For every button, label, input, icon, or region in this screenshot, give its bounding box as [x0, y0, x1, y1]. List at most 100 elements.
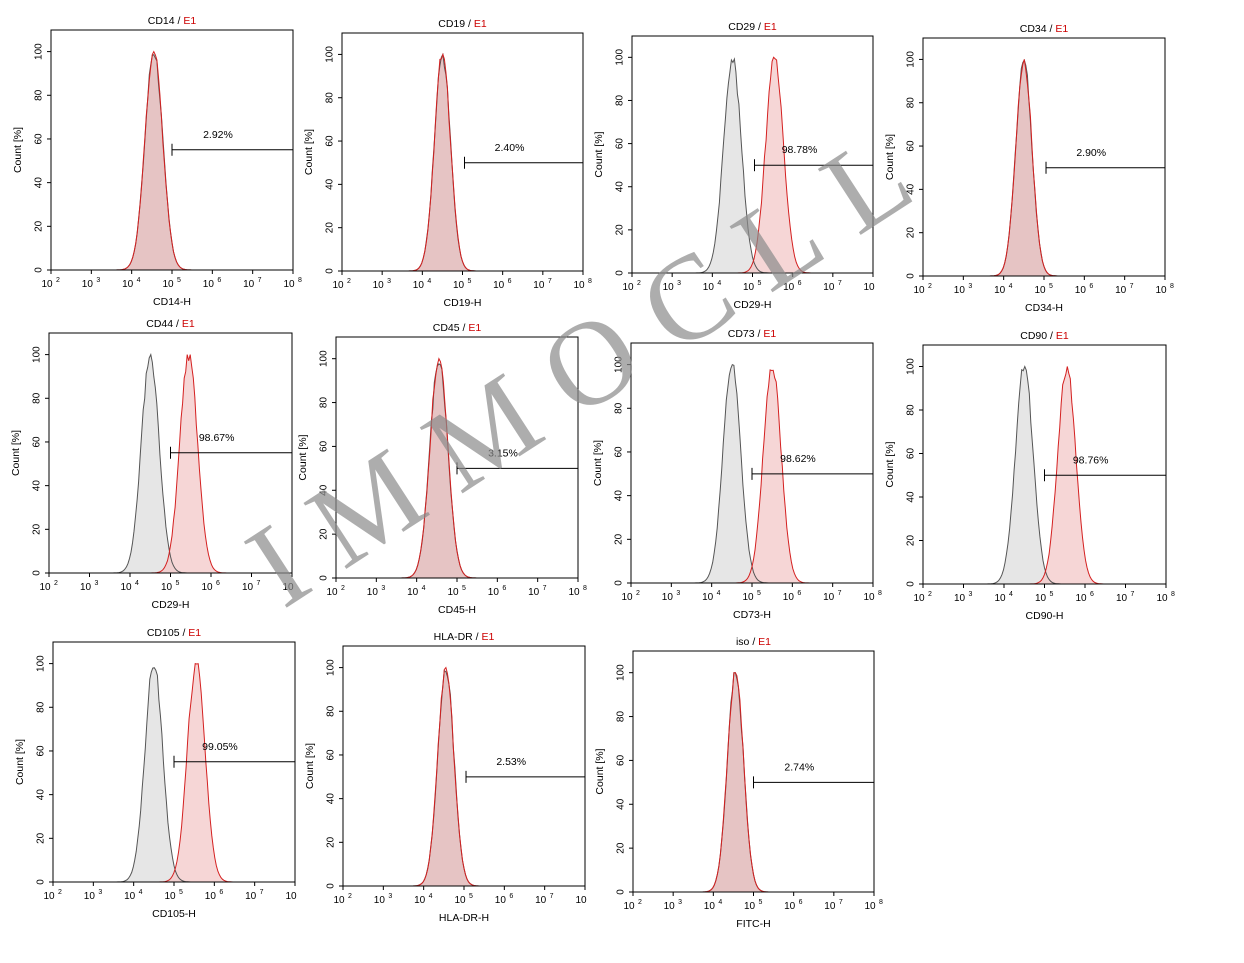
y-tick-label: 40	[615, 181, 626, 193]
isotype-line	[53, 667, 295, 883]
x-tick-exponent: 3	[381, 585, 385, 592]
sample-line	[53, 662, 295, 883]
plot-frame	[341, 32, 584, 272]
y-tick-label: 60	[616, 754, 627, 766]
x-tick-exponent: 4	[137, 277, 141, 284]
y-tick-label: 80	[319, 397, 330, 409]
x-tick-label: 10	[447, 587, 459, 598]
x-tick-exponent: 3	[676, 590, 680, 597]
x-axis-label: CD90-H	[1026, 610, 1064, 622]
x-tick-exponent: 5	[176, 580, 180, 587]
y-tick-label: 20	[615, 224, 626, 236]
y-tick-label: 60	[906, 448, 917, 460]
x-tick-exponent: 6	[509, 893, 513, 900]
x-tick-exponent: 3	[968, 283, 972, 290]
gate-percentage: 2.92%	[203, 129, 233, 141]
panel-title-separator: /	[755, 21, 764, 33]
plot-frame	[630, 342, 874, 584]
panel-title-separator: /	[755, 328, 764, 340]
y-tick-label: 100	[906, 51, 917, 68]
x-tick-exponent: 7	[1130, 283, 1134, 290]
x-tick-exponent: 3	[677, 280, 681, 287]
panel-title-sample: E1	[763, 328, 776, 340]
x-tick-label: 10	[367, 587, 379, 598]
x-tick-exponent: 7	[838, 280, 842, 287]
x-tick-label: 10	[664, 901, 676, 912]
histogram-fill	[51, 54, 293, 271]
panel-title-sample: E1	[188, 627, 201, 639]
x-tick-exponent: 3	[678, 899, 682, 906]
x-tick-label: 10	[374, 895, 386, 906]
y-axis-label: Count [%]	[592, 440, 604, 486]
x-tick-label: 10	[863, 592, 875, 603]
panel-title-marker: CD34	[1020, 23, 1047, 35]
y-axis-label: Count [%]	[884, 134, 896, 180]
x-tick-label: 10	[373, 280, 385, 291]
y-tick-label: 0	[616, 889, 627, 895]
y-tick-label: 60	[325, 135, 336, 147]
x-tick-label: 10	[1116, 593, 1128, 604]
x-tick-exponent: 5	[468, 278, 472, 285]
y-tick-label: 0	[34, 267, 45, 273]
x-tick-label: 10	[243, 279, 255, 290]
plot-frame	[632, 650, 875, 893]
x-tick-label: 10	[332, 280, 344, 291]
x-tick-label: 10	[495, 895, 507, 906]
sample-line	[51, 50, 293, 271]
x-tick-label: 10	[994, 593, 1006, 604]
x-tick-exponent: 5	[462, 585, 466, 592]
y-tick-label: 100	[616, 664, 627, 681]
plot-frame	[342, 645, 586, 887]
x-tick-exponent: 6	[219, 889, 223, 896]
x-tick-exponent: 7	[260, 889, 264, 896]
panel-title-marker: CD14	[148, 15, 175, 27]
x-tick-label: 10	[623, 901, 635, 912]
y-tick-label: 60	[319, 440, 330, 452]
panel-title-separator: /	[465, 18, 474, 30]
sample-fill	[49, 354, 292, 573]
panel-title: CD45 / E1	[433, 322, 482, 334]
x-tick-label: 10	[454, 895, 466, 906]
x-tick-exponent: 3	[98, 889, 102, 896]
gate-percentage: 2.90%	[1076, 147, 1106, 159]
y-tick-label: 20	[906, 227, 917, 239]
x-tick-exponent: 4	[135, 580, 139, 587]
x-tick-exponent: 6	[216, 580, 220, 587]
panel-title-separator: /	[1047, 23, 1056, 35]
panel-title-sample: E1	[764, 21, 777, 33]
x-tick-exponent: 6	[1090, 591, 1094, 598]
x-tick-exponent: 4	[139, 889, 143, 896]
y-tick-label: 60	[906, 140, 917, 152]
panel-title-sample: E1	[474, 18, 487, 30]
y-tick-label: 100	[32, 346, 43, 363]
panel-title-marker: CD45	[433, 322, 460, 334]
x-tick-exponent: 6	[508, 278, 512, 285]
x-tick-exponent: 7	[258, 277, 262, 284]
y-tick-label: 40	[326, 793, 337, 805]
x-tick-exponent: 5	[1050, 591, 1054, 598]
x-axis-label: CD45-H	[438, 604, 476, 616]
y-tick-label: 0	[906, 273, 917, 279]
panel-title: CD29 / E1	[728, 21, 777, 33]
x-tick-label: 10	[242, 582, 254, 593]
x-tick-exponent: 8	[298, 277, 302, 284]
panel-title-marker: CD105	[147, 627, 180, 639]
x-tick-exponent: 3	[969, 591, 973, 598]
x-tick-exponent: 2	[636, 590, 640, 597]
x-tick-exponent: 2	[928, 283, 932, 290]
x-tick-label: 10	[535, 895, 547, 906]
panel-title-sample: E1	[468, 322, 481, 334]
y-tick-label: 60	[36, 745, 47, 757]
y-axis-label: Count [%]	[14, 739, 26, 785]
y-tick-label: 20	[32, 523, 43, 535]
x-tick-exponent: 3	[95, 580, 99, 587]
x-tick-label: 10	[1115, 285, 1127, 296]
y-tick-label: 40	[34, 177, 45, 189]
